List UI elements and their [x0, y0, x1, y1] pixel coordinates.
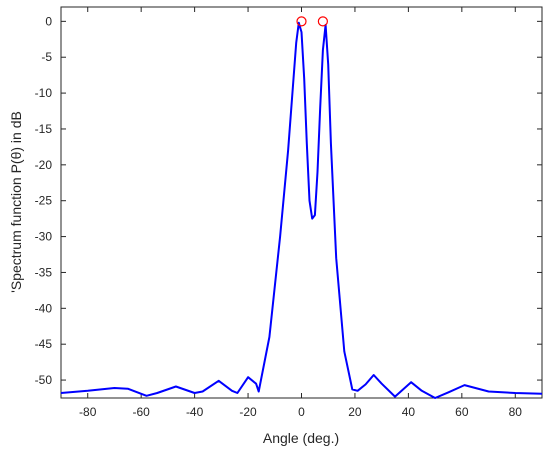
x-tick-label: -20 [239, 405, 257, 419]
y-tick-label: -35 [35, 265, 53, 279]
x-tick-label: -60 [132, 405, 150, 419]
y-tick-label: -50 [35, 373, 53, 387]
x-axis-ticks: -80 -60 -40 -20 0 20 40 60 80 [79, 7, 522, 419]
x-tick-label: 80 [509, 405, 523, 419]
y-tick-label: -45 [35, 337, 53, 351]
y-tick-label: 0 [45, 14, 52, 28]
peak-marker [296, 16, 307, 27]
y-tick-label: -25 [35, 194, 53, 208]
peak-marker [317, 16, 328, 27]
y-axis-ticks: 0 -5 -10 -15 -20 -25 -30 -35 -40 -45 -50 [35, 14, 542, 387]
peak-markers [296, 16, 328, 27]
x-tick-label: 0 [298, 405, 305, 419]
y-tick-label: -5 [41, 50, 52, 64]
series-line [60, 21, 543, 399]
y-tick-label: -20 [35, 158, 53, 172]
x-tick-label: 60 [455, 405, 469, 419]
x-tick-label: -40 [186, 405, 204, 419]
x-tick-label: 20 [348, 405, 362, 419]
y-axis-label: 'Spectrum function P(θ) in dB [8, 111, 24, 293]
y-tick-label: -15 [35, 122, 53, 136]
y-tick-label: -10 [35, 86, 53, 100]
y-tick-label: -40 [35, 301, 53, 315]
y-tick-label: -30 [35, 230, 53, 244]
plot-area [60, 6, 543, 399]
x-axis-label: Angle (deg.) [263, 430, 339, 446]
x-tick-label: -80 [79, 405, 97, 419]
x-tick-label: 40 [402, 405, 416, 419]
